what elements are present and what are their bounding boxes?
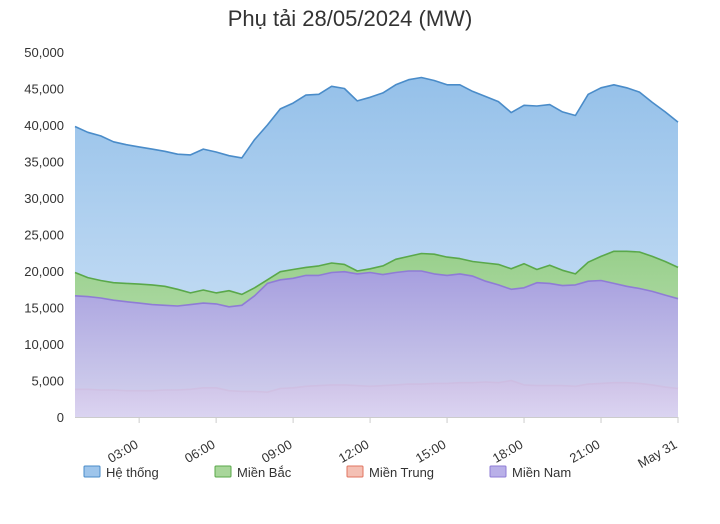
y-tick-label: 25,000 [24, 228, 64, 243]
legend-swatch [489, 465, 507, 478]
y-tick-label: 15,000 [24, 301, 64, 316]
series-area-3 [75, 271, 678, 417]
x-tick-label: 12:00 [336, 437, 372, 466]
x-tick-label: 18:00 [490, 437, 526, 466]
legend-item-2[interactable]: Miền Trung [346, 465, 434, 480]
legend-label: Miền Bắc [237, 465, 292, 480]
chart-title: Phụ tải 28/05/2024 (MW) [228, 6, 473, 31]
series-line-3 [74, 270, 679, 308]
legend-swatch [346, 465, 364, 478]
y-tick-label: 0 [57, 410, 64, 425]
y-tick-label: 30,000 [24, 191, 64, 206]
legend-swatch [214, 465, 232, 478]
legend-item-1[interactable]: Miền Bắc [214, 465, 292, 480]
legend-label: Miền Trung [369, 465, 434, 480]
y-tick-label: 35,000 [24, 155, 64, 170]
series-line-1 [74, 250, 679, 296]
legend-item-0[interactable]: Hệ thống [83, 465, 159, 480]
y-tick-label: 20,000 [24, 264, 64, 279]
legend-label: Miền Nam [512, 465, 571, 480]
legend-swatch [83, 465, 101, 478]
legend-item-3[interactable]: Miền Nam [489, 465, 571, 480]
series-line-0 [74, 76, 679, 159]
x-tick-label: 09:00 [259, 437, 295, 466]
legend: Hệ thống Miền Bắc Miền Trung Miền Nam [83, 465, 571, 480]
x-tick-label: May 31 [635, 437, 679, 471]
area-series-group [74, 76, 679, 417]
x-axis: 03:00 06:00 09:00 12:00 15:00 18:00 21:00 May 3… [75, 417, 680, 471]
legend-label: Hệ thống [106, 465, 159, 480]
x-tick-label: 21:00 [567, 437, 603, 466]
y-tick-label: 50,000 [24, 45, 64, 60]
y-tick-label: 45,000 [24, 82, 64, 97]
x-tick-label: 15:00 [413, 437, 449, 466]
x-tick-label: 03:00 [105, 437, 141, 466]
y-tick-label: 5,000 [31, 374, 64, 389]
y-tick-label: 10,000 [24, 337, 64, 352]
y-axis: 50,000 45,000 40,000 35,000 30,000 25,000 20,0… [24, 45, 64, 425]
y-tick-label: 40,000 [24, 118, 64, 133]
x-tick-label: 06:00 [182, 437, 218, 466]
